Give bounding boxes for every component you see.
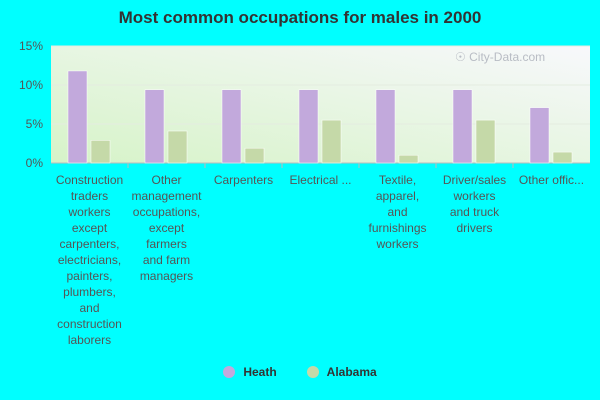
watermark: ☉ City-Data.com — [455, 50, 545, 64]
x-category-label: Other management occupations, except far… — [131, 173, 202, 283]
bar-alabama-5[interactable] — [475, 119, 496, 164]
bar-alabama-4[interactable] — [398, 154, 419, 164]
y-tick-label: 15% — [19, 39, 43, 53]
y-tick-label: 5% — [26, 117, 44, 131]
y-tick-label: 10% — [19, 78, 43, 92]
y-tick-label: 0% — [26, 156, 44, 170]
legend: Heath Alabama — [0, 365, 600, 379]
legend-swatch-icon — [306, 366, 319, 378]
legend-swatch-icon — [223, 366, 236, 378]
chart-title: Most common occupations for males in 200… — [118, 8, 482, 27]
legend-label: Heath — [243, 365, 277, 379]
bar-alabama-1[interactable] — [167, 130, 188, 164]
x-category-label: Other offic... — [518, 173, 585, 187]
legend-item-alabama[interactable]: Alabama — [306, 365, 377, 379]
bar-heath-5[interactable] — [452, 89, 473, 164]
bar-heath-6[interactable] — [529, 107, 550, 164]
bar-alabama-3[interactable] — [321, 119, 342, 164]
x-category-label: Textile, apparel, and furnishings worker… — [368, 173, 427, 251]
x-category-label: Carpenters — [213, 173, 274, 187]
bar-heath-3[interactable] — [298, 89, 319, 164]
x-category-label: Construction traders workers except carp… — [55, 173, 124, 347]
bar-heath-2[interactable] — [221, 89, 242, 164]
watermark-text: City-Data.com — [469, 50, 546, 64]
x-category-label: Electrical ... — [289, 173, 352, 187]
watermark-icon: ☉ — [455, 50, 466, 64]
legend-label: Alabama — [326, 365, 377, 379]
bar-heath-0[interactable] — [67, 70, 88, 164]
plot-area — [51, 46, 590, 163]
legend-item-heath[interactable]: Heath — [223, 365, 277, 379]
bar-heath-4[interactable] — [375, 89, 396, 164]
bar-heath-1[interactable] — [144, 89, 165, 164]
bar-alabama-6[interactable] — [552, 151, 573, 164]
bar-alabama-0[interactable] — [90, 140, 111, 164]
bar-alabama-2[interactable] — [244, 147, 265, 164]
x-category-label: Driver/sales workers and truck drivers — [442, 173, 507, 235]
